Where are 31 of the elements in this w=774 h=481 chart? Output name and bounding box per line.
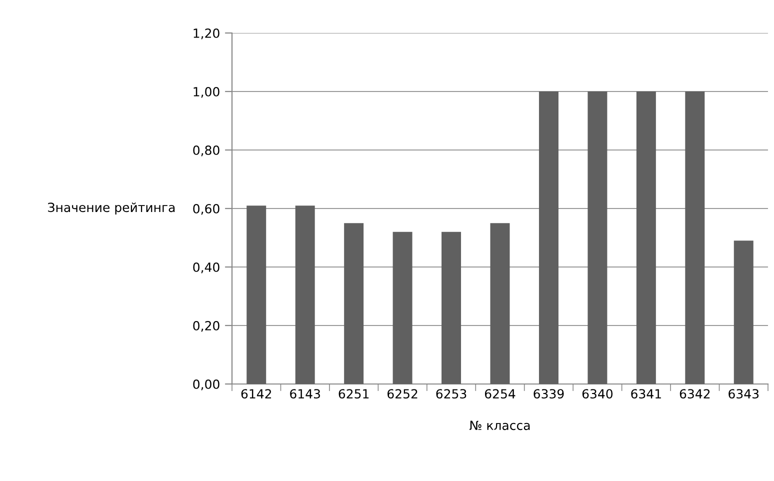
bar <box>588 92 608 384</box>
x-tick-label: 6340 <box>582 389 613 399</box>
bar <box>538 92 558 384</box>
y-tick-label: 0,20 <box>193 320 220 332</box>
bar <box>344 223 364 384</box>
bar <box>490 223 510 384</box>
y-axis-title: Значение рейтинга <box>48 202 175 215</box>
bar <box>636 92 656 384</box>
y-tick-label: 0,40 <box>193 262 220 274</box>
x-tick-label: 6342 <box>680 389 710 399</box>
x-tick-label: 6251 <box>338 389 369 399</box>
y-tick-label: 0,80 <box>193 145 220 156</box>
bar <box>246 206 266 384</box>
x-tick-label: 6142 <box>241 389 272 399</box>
bar <box>442 232 462 384</box>
bar <box>392 232 412 384</box>
bar <box>734 240 754 384</box>
x-tick-label: 6143 <box>290 389 320 399</box>
y-tick-label: 1,20 <box>194 28 220 40</box>
y-tick-label: 1,00 <box>194 86 220 98</box>
y-tick-label: 0,00 <box>193 379 220 390</box>
x-tick-label: 6253 <box>436 389 466 399</box>
x-tick-label: 6341 <box>631 389 661 399</box>
x-axis-title: № класса <box>470 420 530 430</box>
x-tick-label: 6339 <box>534 389 564 399</box>
bar <box>295 206 315 384</box>
x-tick-label: 6252 <box>388 389 418 399</box>
x-tick-label: 6254 <box>484 389 516 399</box>
x-tick-label: 6343 <box>728 389 759 399</box>
y-tick-label: 0,60 <box>193 204 220 215</box>
bar <box>685 92 705 384</box>
